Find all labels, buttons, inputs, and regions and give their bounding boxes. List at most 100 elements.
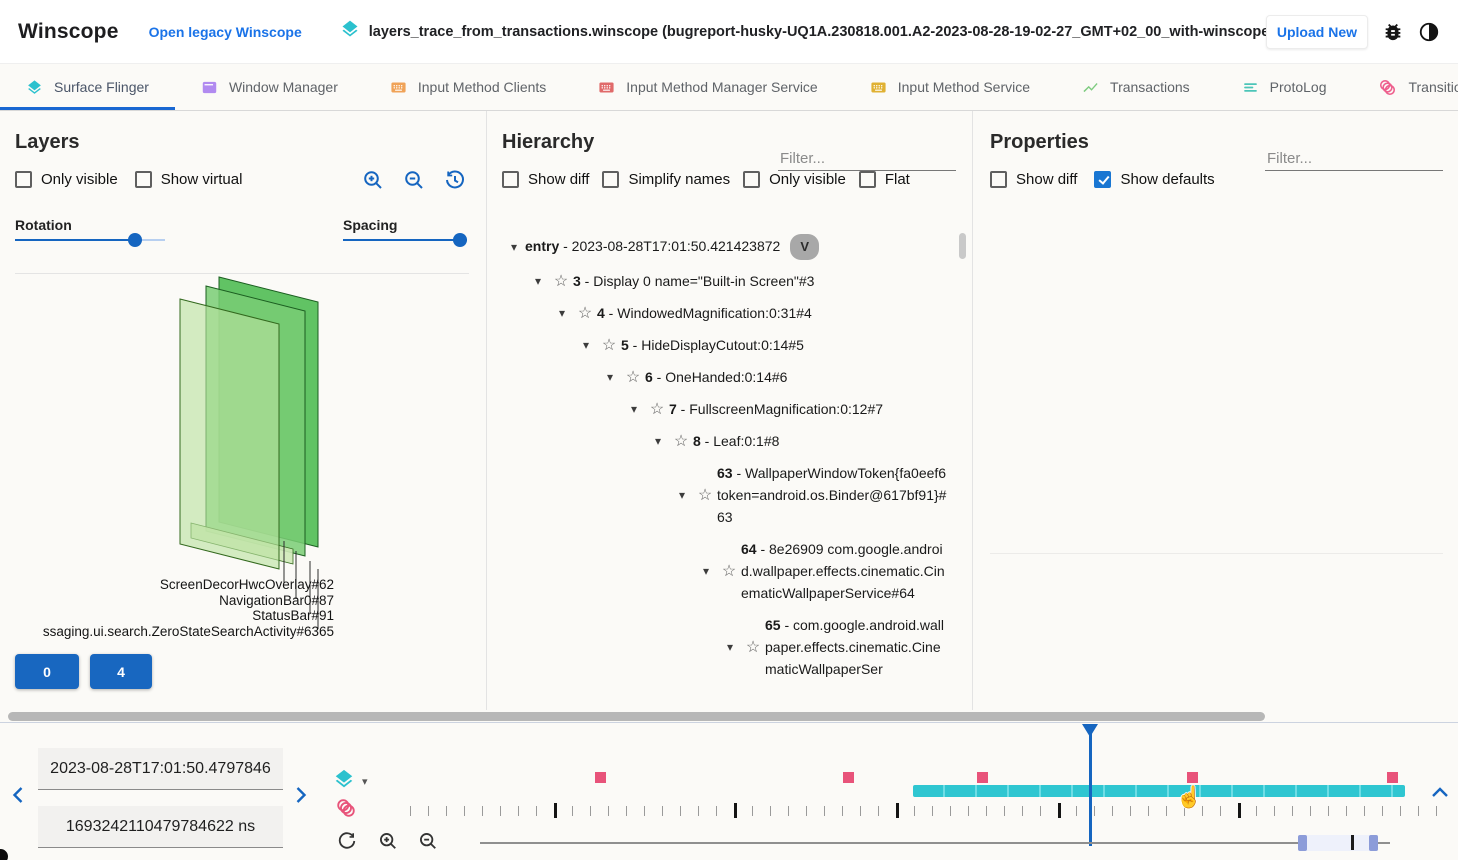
tree-node-label[interactable]: 3 - Display 0 name="Built-in Screen"#3 xyxy=(573,273,815,289)
pin-star-icon[interactable]: ☆ xyxy=(721,563,737,580)
timeline-cursor[interactable] xyxy=(1082,724,1098,846)
transition-event-marker[interactable] xyxy=(1187,772,1198,783)
tree-node-label[interactable]: 64 - 8e26909 com.google.android.wallpape… xyxy=(741,541,945,601)
ruler-tick xyxy=(518,806,519,816)
collapse-caret-icon[interactable]: ▾ xyxy=(654,434,662,448)
previous-entry-button[interactable] xyxy=(10,785,27,810)
zoom-out-icon[interactable] xyxy=(403,169,425,196)
tab-input-method-service[interactable]: Input Method Service xyxy=(844,64,1056,110)
rotation-slider-thumb[interactable] xyxy=(128,233,142,247)
tab-transactions[interactable]: Transactions xyxy=(1056,64,1216,110)
zoom-in-icon[interactable] xyxy=(362,169,384,196)
checkbox-show-virtual[interactable]: Show virtual xyxy=(134,171,242,188)
tree-node-label[interactable]: 6 - OneHanded:0:14#6 xyxy=(645,369,788,385)
checkbox-only-visible-hierarchy[interactable]: Only visible xyxy=(743,171,846,188)
trace-coverage-bar[interactable] xyxy=(913,785,1405,797)
collapse-caret-icon[interactable]: ▾ xyxy=(726,640,734,654)
timeline-ruler[interactable] xyxy=(410,803,1450,819)
app-title: Winscope xyxy=(18,19,119,43)
tree-node-label[interactable]: 7 - FullscreenMagnification:0:12#7 xyxy=(669,401,884,417)
checkbox-flat[interactable]: Flat xyxy=(858,171,910,188)
transition-event-marker[interactable] xyxy=(1387,772,1398,783)
tab-input-method-manager-service[interactable]: Input Method Manager Service xyxy=(572,64,843,110)
hierarchy-filter-input[interactable] xyxy=(778,147,956,171)
pin-star-icon[interactable]: ☆ xyxy=(553,273,569,290)
layers-panel: Layers Only visible Show virtual xyxy=(0,111,487,710)
v-chip[interactable]: V xyxy=(790,234,819,260)
collapse-caret-icon[interactable]: ▾ xyxy=(558,306,566,320)
timestamp-ns-input[interactable]: 1693242110479784622 ns xyxy=(38,806,283,848)
next-entry-button[interactable] xyxy=(292,785,309,810)
tree-row: ▾ ☆ 64 - 8e26909 com.google.android.wall… xyxy=(497,533,947,609)
checkbox-simplify-names[interactable]: Simplify names xyxy=(602,171,730,188)
collapse-caret-icon[interactable]: ▾ xyxy=(630,402,638,416)
pin-star-icon[interactable]: ☆ xyxy=(649,401,665,418)
tab-transitions[interactable]: Transitions xyxy=(1352,64,1458,110)
report-bug-icon[interactable] xyxy=(1382,21,1404,43)
reset-view-icon[interactable] xyxy=(444,169,466,196)
tab-input-method-clients[interactable]: Input Method Clients xyxy=(364,64,572,110)
collapse-caret-icon[interactable]: ▾ xyxy=(702,564,710,578)
checkbox-show-defaults[interactable]: Show defaults xyxy=(1094,171,1215,188)
timeline-zoom-in-icon[interactable] xyxy=(378,831,398,856)
transition-event-marker[interactable] xyxy=(595,772,606,783)
tree-row: ▾ ☆ 3 - Display 0 name="Built-in Screen"… xyxy=(497,265,947,297)
hierarchy-scrollbar[interactable] xyxy=(959,233,966,259)
pin-star-icon[interactable]: ☆ xyxy=(601,337,617,354)
display-4-button[interactable]: 4 xyxy=(90,654,152,689)
checkbox-only-visible[interactable]: Only visible xyxy=(15,171,118,188)
tab-protolog[interactable]: ProtoLog xyxy=(1216,64,1353,110)
upload-new-button[interactable]: Upload New xyxy=(1265,14,1368,49)
collapse-timeline-button[interactable] xyxy=(1430,785,1450,804)
active-trace-layers-icon[interactable] xyxy=(333,768,355,795)
checkbox-show-diff-properties[interactable]: Show diff xyxy=(990,171,1077,188)
pin-star-icon[interactable]: ☆ xyxy=(625,369,641,386)
tree-node-label[interactable]: 8 - Leaf:0:1#8 xyxy=(693,433,780,449)
range-handle-right[interactable] xyxy=(1369,835,1378,851)
transition-event-marker[interactable] xyxy=(977,772,988,783)
tree-node-label[interactable]: 5 - HideDisplayCutout:0:14#5 xyxy=(621,337,804,353)
pin-star-icon[interactable]: ☆ xyxy=(745,639,761,656)
refresh-icon[interactable] xyxy=(337,831,357,856)
spacing-slider[interactable] xyxy=(343,233,467,247)
timeline-range-selection[interactable] xyxy=(1300,835,1378,851)
tree-node-label[interactable]: 65 - com.google.android.wallpaper.effect… xyxy=(765,617,944,677)
checkbox-show-diff[interactable]: Show diff xyxy=(502,171,589,188)
tree-node-label[interactable]: 63 - WallpaperWindowToken{fa0eef6 token=… xyxy=(717,465,947,525)
collapse-caret-icon[interactable]: ▾ xyxy=(606,370,614,384)
collapse-caret-icon[interactable]: ▾ xyxy=(678,488,686,502)
scrollbar-thumb[interactable] xyxy=(8,712,1265,721)
collapse-caret-icon[interactable]: ▾ xyxy=(510,240,518,254)
ruler-tick xyxy=(1112,806,1113,816)
collapse-caret-icon[interactable]: ▾ xyxy=(534,274,542,288)
pin-star-icon[interactable]: ☆ xyxy=(577,305,593,322)
ruler-tick xyxy=(1436,806,1437,816)
tree-node-label[interactable]: entry - 2023-08-28T17:01:50.421423872 V xyxy=(525,234,819,260)
transitions-rings-icon[interactable] xyxy=(335,797,357,824)
open-legacy-link[interactable]: Open legacy Winscope xyxy=(148,23,302,40)
dark-mode-toggle-icon[interactable] xyxy=(1418,21,1440,43)
rotation-slider[interactable] xyxy=(15,233,165,247)
timeline-range-track[interactable] xyxy=(480,842,1390,844)
timeline-zoom-out-icon[interactable] xyxy=(418,831,438,856)
range-handle-left[interactable] xyxy=(1298,835,1307,851)
tab-surface-flinger[interactable]: Surface Flinger xyxy=(0,64,175,110)
pin-star-icon[interactable]: ☆ xyxy=(697,487,713,504)
ruler-tick xyxy=(536,806,537,816)
transition-event-marker[interactable] xyxy=(843,772,854,783)
tree-node-label[interactable]: 4 - WindowedMagnification:0:31#4 xyxy=(597,305,812,321)
properties-filter-input[interactable] xyxy=(1265,147,1443,171)
display-0-button[interactable]: 0 xyxy=(15,654,79,689)
app-header: Winscope Open legacy Winscope layers_tra… xyxy=(0,0,1458,64)
collapse-caret-icon[interactable]: ▾ xyxy=(582,338,590,352)
timestamp-human-input[interactable]: 2023-08-28T17:01:50.4797846 xyxy=(38,748,283,790)
ruler-tick xyxy=(1310,806,1311,816)
timeline-cursor-stem xyxy=(1088,730,1092,846)
tab-window-manager[interactable]: Window Manager xyxy=(175,64,364,110)
ruler-tick xyxy=(1076,806,1077,816)
pin-star-icon[interactable]: ☆ xyxy=(673,433,689,450)
layers-3d-scene[interactable] xyxy=(0,273,487,673)
spacing-slider-thumb[interactable] xyxy=(453,233,467,247)
trace-select-caret-icon[interactable]: ▾ xyxy=(362,776,368,788)
tree-row: ▾ ☆ 8 - Leaf:0:1#8 xyxy=(497,425,947,457)
